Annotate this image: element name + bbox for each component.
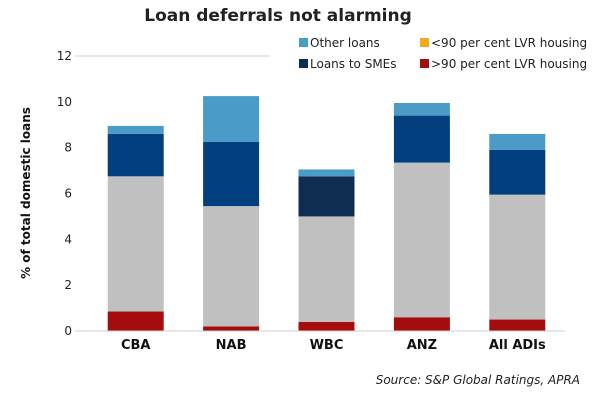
y-tick-label: 6 [64, 187, 72, 201]
bar-segment [203, 96, 260, 142]
bar-segment [203, 206, 260, 327]
bar-segment [107, 125, 164, 134]
legend-swatch [299, 59, 308, 68]
bar-segment [489, 194, 546, 320]
legend-label: Other loans [310, 36, 380, 50]
legend-label: Loans to SMEs [310, 57, 397, 71]
bar-segment [393, 317, 450, 331]
bar-segment [298, 321, 355, 331]
bar-segment [298, 216, 355, 322]
chart-title: Loan deferrals not alarming [144, 6, 412, 26]
bar-segment [298, 169, 355, 177]
y-tick-label: 12 [57, 49, 72, 63]
y-tick-label: 4 [64, 232, 72, 246]
x-tick-label: NAB [216, 338, 247, 353]
y-tick-label: 10 [57, 95, 72, 109]
source-note: Source: S&P Global Ratings, APRA [376, 373, 580, 387]
bar-segment [393, 162, 450, 318]
bar-segment [298, 176, 355, 217]
y-axis: 0 2 4 6 8 10 12 [57, 49, 270, 338]
y-tick-label: 2 [64, 278, 72, 292]
bar-segment [393, 102, 450, 116]
y-tick-label: 8 [64, 141, 72, 155]
bar-segment [203, 326, 260, 331]
legend-label: >90 per cent LVR housing [431, 57, 587, 71]
bar-segment [107, 176, 164, 312]
legend-swatch [299, 38, 308, 47]
bar-segment [489, 149, 546, 195]
bar-segment [107, 133, 164, 177]
x-tick-label: CBA [121, 338, 151, 353]
legend-label: <90 per cent LVR housing [431, 36, 587, 50]
bar-segment [107, 311, 164, 331]
bar-segment [489, 319, 546, 331]
x-tick-label: ANZ [407, 338, 437, 353]
x-tick-label: All ADIs [489, 338, 546, 353]
bar-segment [203, 141, 260, 207]
legend: Other loans <90 per cent LVR housing Loans… [299, 36, 587, 71]
bar-segment [393, 115, 450, 163]
bars [107, 96, 546, 331]
bar-segment [489, 133, 546, 150]
legend-swatch [420, 38, 429, 47]
x-axis-labels: CBA NAB WBC ANZ All ADIs [121, 338, 546, 353]
y-axis-title: % of total domestic loans [19, 107, 33, 279]
x-tick-label: WBC [310, 338, 344, 353]
y-tick-label: 0 [64, 324, 72, 338]
legend-swatch [420, 59, 429, 68]
